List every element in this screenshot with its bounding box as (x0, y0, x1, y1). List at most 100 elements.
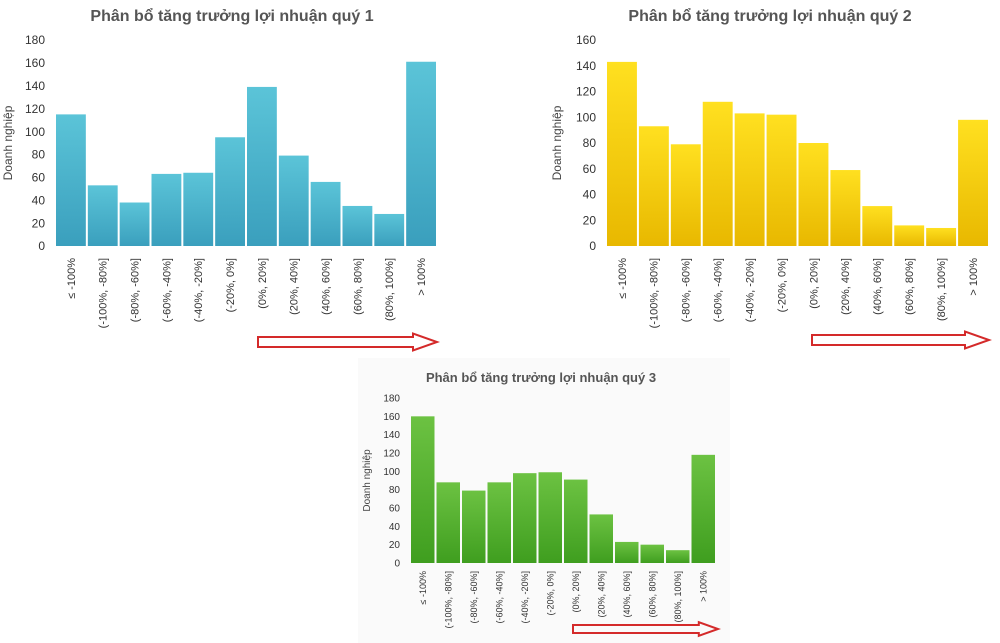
chart-q3-xtick: (-100%, -80%] (443, 571, 453, 629)
chart-q3-xtick: (-80%, -60%] (469, 571, 479, 624)
chart-q3-bar (564, 479, 588, 563)
chart-q3-xtick: (-60%, -40%] (494, 571, 504, 624)
chart-q3-bar (462, 490, 486, 563)
chart-q3-bar (615, 541, 639, 563)
chart-q2-xtick: (80%, 100%] (936, 258, 948, 321)
chart-q2-xtick: (-60%, -40%] (713, 258, 725, 322)
chart-q1-xtick: (80%, 100%] (384, 258, 396, 321)
chart-q1-xtick: (-80%, -60%] (129, 258, 141, 322)
chart-q3-bar (487, 482, 511, 563)
chart-q3-bar (666, 550, 690, 563)
chart-q1: Phân bổ tăng trưởng lợi nhuận quý 1 Doanh… (0, 0, 470, 355)
chart-q2-bar (702, 101, 733, 246)
chart-q3-bar (538, 472, 562, 563)
chart-q3: Phân bổ tăng trưởng lợi nhuận quý 3 Doanh… (358, 358, 730, 643)
chart-q3-xtick: ≤ -100% (418, 571, 428, 604)
chart-q2-xtick: (-80%, -60%] (681, 258, 693, 322)
chart-q3-right-arrow (572, 620, 721, 638)
chart-q3-bar (436, 482, 460, 563)
chart-q3-title: Phân bổ tăng trưởng lợi nhuận quý 3 (426, 370, 656, 385)
chart-q1-ytick: 160 (25, 56, 45, 70)
chart-q3-xtick: (60%, 80%] (647, 571, 657, 618)
chart-q3-xtick: (20%, 40%] (596, 571, 606, 618)
chart-q2-bar (670, 144, 701, 246)
chart-q3-ytick: 40 (389, 522, 401, 533)
chart-q2-ytick: 120 (576, 85, 596, 99)
chart-q3-xtick: (-40%, -20%] (520, 571, 530, 624)
chart-q2-bar (894, 225, 925, 246)
chart-q2-xtick: (-40%, -20%] (744, 258, 756, 322)
chart-q3-ytick: 60 (389, 504, 401, 515)
chart-q2-bar (734, 113, 765, 246)
chart-q1-ytick: 40 (32, 193, 46, 207)
chart-q1-ytick: 100 (25, 125, 45, 139)
chart-q2-xtick: > 100% (968, 258, 980, 296)
chart-q1-ytick: 140 (25, 79, 45, 93)
chart-q2-ytick: 40 (583, 188, 597, 202)
chart-q1-bar (183, 172, 214, 246)
chart-q1-ytick: 60 (32, 171, 46, 185)
chart-q1-xtick: (-40%, -20%] (193, 258, 205, 322)
chart-q3-ytick: 180 (383, 394, 400, 405)
chart-q3-ylabel: Doanh nghiệp (362, 449, 373, 512)
chart-q2-bar (638, 126, 669, 246)
chart-q2-bar (830, 170, 861, 246)
chart-q2-bar (862, 206, 893, 246)
chart-q1-xtick: ≤ -100% (66, 258, 78, 299)
chart-q3-ytick: 0 (394, 559, 400, 570)
chart-q1-ylabel: Doanh nghiệp (1, 105, 15, 180)
chart-q2-xtick: (20%, 40%] (840, 258, 852, 315)
chart-q2-bar (798, 143, 829, 246)
chart-q3-xtick: (40%, 60%] (622, 571, 632, 618)
chart-q2-right-arrow (811, 330, 992, 350)
chart-q3-bar (589, 514, 613, 563)
chart-q1-ytick: 80 (32, 148, 46, 162)
chart-q3-ytick: 100 (383, 467, 400, 478)
chart-q1-right-arrow (257, 332, 440, 352)
chart-q1-xtick: (60%, 80%] (352, 258, 364, 315)
chart-q1-xtick: > 100% (416, 258, 428, 296)
chart-q2-ytick: 160 (576, 33, 596, 47)
chart-q1-xtick: (40%, 60%] (320, 258, 332, 315)
chart-q3-xtick: (0%, 20%] (571, 571, 581, 613)
chart-q1-xtick: (20%, 40%] (289, 258, 301, 315)
chart-q2-xtick: (-100%, -80%] (649, 258, 661, 328)
chart-q1-bar (87, 185, 118, 246)
chart-q2-ylabel: Doanh nghiệp (550, 105, 564, 180)
chart-q1-title: Phân bổ tăng trưởng lợi nhuận quý 1 (90, 7, 373, 25)
chart-q3-bar (691, 454, 715, 563)
chart-q1-bar (278, 155, 309, 246)
chart-q2-ytick: 0 (589, 239, 596, 253)
chart-q2-ytick: 20 (583, 213, 597, 227)
chart-q1-xtick: (-20%, 0%] (225, 258, 237, 312)
chart-q1-ytick: 180 (25, 33, 45, 47)
chart-q2-xtick: (60%, 80%] (904, 258, 916, 315)
chart-q2-bar (607, 61, 637, 247)
chart-q2-ytick: 140 (576, 59, 596, 73)
chart-q2-xtick: (0%, 20%] (808, 258, 820, 309)
chart-q1-bar (151, 173, 182, 246)
chart-q3-xtick: (-20%, 0%] (545, 571, 555, 616)
chart-q2-title: Phân bổ tăng trưởng lợi nhuận quý 2 (628, 7, 911, 25)
chart-q2-bar (926, 227, 957, 246)
chart-q1-bar (310, 181, 341, 246)
chart-q1-bar (119, 202, 150, 246)
chart-q2-xtick: (-20%, 0%] (776, 258, 788, 312)
chart-q2-svg: Phân bổ tăng trưởng lợi nhuận quý 2 Doanh… (550, 7, 992, 350)
chart-q1-xtick: (-60%, -40%] (161, 258, 173, 322)
chart-q1-svg: Phân bổ tăng trưởng lợi nhuận quý 1 Doanh… (1, 7, 440, 352)
chart-q3-ytick: 80 (389, 485, 401, 496)
chart-q2-ytick: 80 (583, 136, 597, 150)
chart-q2: Phân bổ tăng trưởng lợi nhuận quý 2 Doanh… (545, 0, 1000, 355)
chart-q1-xtick: (0%, 20%] (257, 258, 269, 309)
chart-q1-bar (406, 61, 436, 246)
chart-q1-bar (56, 114, 86, 246)
chart-q2-ytick: 60 (583, 162, 597, 176)
chart-q2-ytick: 100 (576, 110, 596, 124)
chart-q3-bar (640, 544, 664, 563)
chart-q3-xtick: > 100% (698, 571, 708, 602)
chart-q2-bar (766, 114, 797, 246)
chart-q1-xtick: (-100%, -80%] (98, 258, 110, 328)
chart-q2-xtick: (40%, 60%] (872, 258, 884, 315)
chart-q1-bar (374, 213, 405, 246)
